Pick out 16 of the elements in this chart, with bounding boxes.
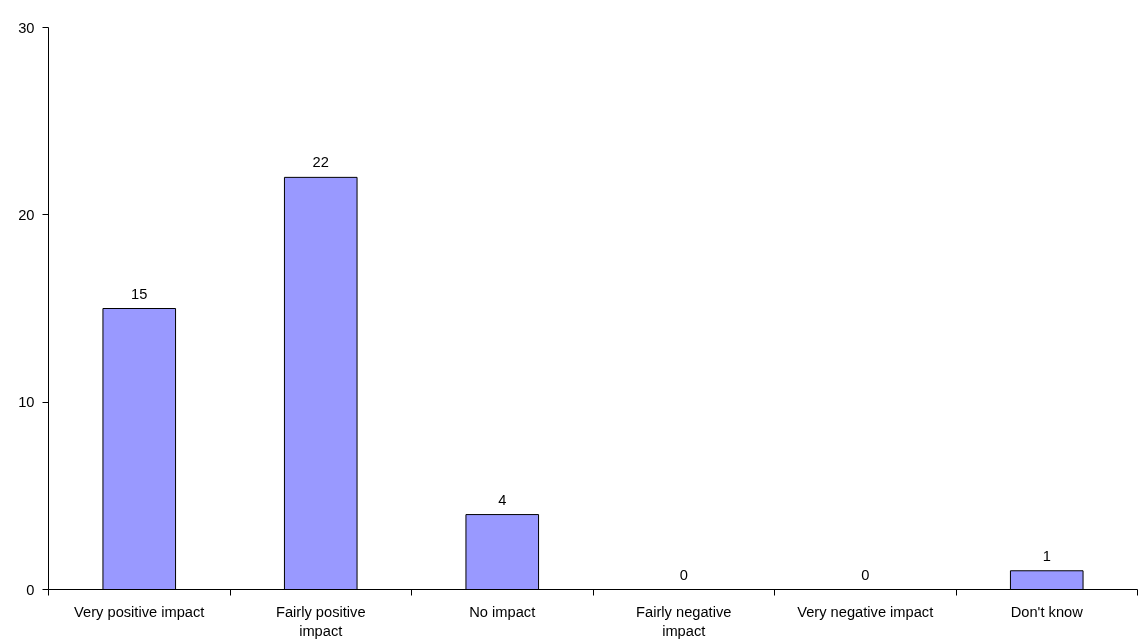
data-label: 1 bbox=[1042, 547, 1051, 564]
y-tick-label: 0 bbox=[26, 581, 35, 598]
x-tick-label: No impact bbox=[469, 603, 536, 620]
data-label: 4 bbox=[498, 491, 507, 508]
data-label: 15 bbox=[131, 285, 148, 302]
x-tick-label: Don't know bbox=[1010, 603, 1084, 620]
data-label: 0 bbox=[861, 566, 870, 583]
y-tick-label: 10 bbox=[18, 394, 35, 411]
data-label: 22 bbox=[312, 154, 329, 171]
x-tick-label: Very negative impact bbox=[797, 603, 934, 620]
x-tick-label: Fairly positive impact bbox=[275, 603, 366, 639]
x-tick-label: Fairly negative impact bbox=[636, 603, 732, 639]
x-tick-label: Very positive impact bbox=[74, 603, 205, 620]
y-tick-label: 30 bbox=[18, 19, 35, 36]
data-label: 0 bbox=[679, 566, 688, 583]
y-tick-label: 20 bbox=[18, 206, 35, 223]
